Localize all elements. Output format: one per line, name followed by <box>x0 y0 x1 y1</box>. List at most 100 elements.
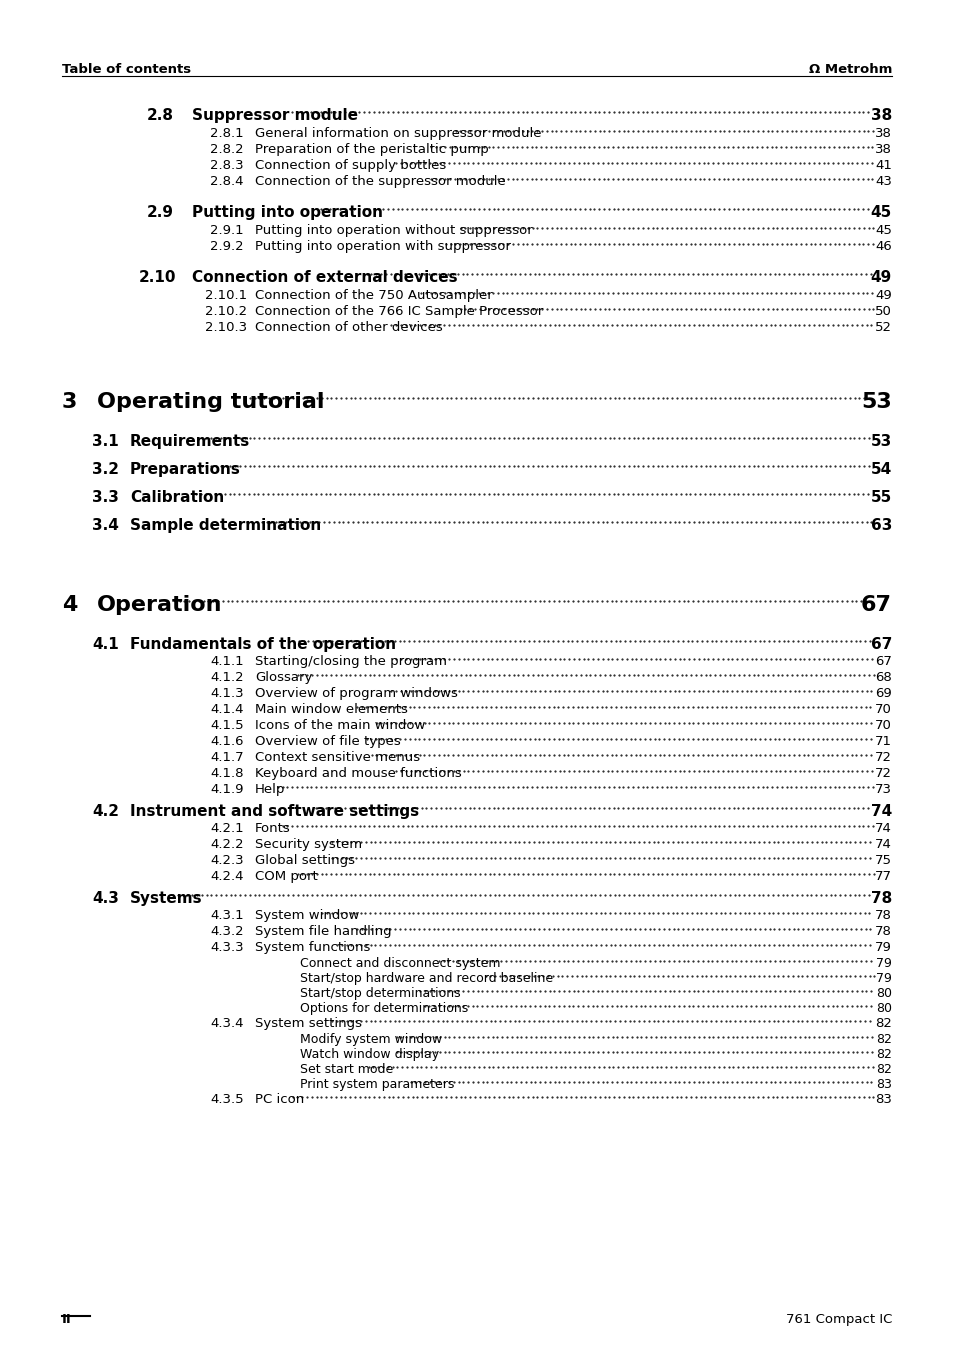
Text: 82: 82 <box>875 1048 891 1061</box>
Text: Connection of the 766 IC Sample Processor: Connection of the 766 IC Sample Processo… <box>254 305 542 317</box>
Text: 4.1.2: 4.1.2 <box>210 671 243 684</box>
Text: 54: 54 <box>870 462 891 477</box>
Text: 43: 43 <box>874 176 891 188</box>
Text: 2.9: 2.9 <box>147 205 173 220</box>
Text: Help: Help <box>254 784 285 796</box>
Text: 74: 74 <box>874 838 891 851</box>
Text: 50: 50 <box>874 305 891 317</box>
Text: 72: 72 <box>874 767 891 780</box>
Text: 38: 38 <box>874 143 891 157</box>
Text: 4.2.4: 4.2.4 <box>210 870 243 884</box>
Text: 3.4: 3.4 <box>91 517 119 534</box>
Text: 77: 77 <box>874 870 891 884</box>
Text: Start/stop determinations: Start/stop determinations <box>299 988 460 1000</box>
Text: Icons of the main window: Icons of the main window <box>254 719 425 732</box>
Text: Putting into operation with suppressor: Putting into operation with suppressor <box>254 240 511 253</box>
Text: 4.1.6: 4.1.6 <box>210 735 243 748</box>
Text: 79: 79 <box>875 973 891 985</box>
Text: 4.1.3: 4.1.3 <box>210 688 243 700</box>
Text: 79: 79 <box>875 957 891 970</box>
Text: 2.9.2: 2.9.2 <box>210 240 243 253</box>
Text: Security system: Security system <box>254 838 362 851</box>
Text: 49: 49 <box>874 289 891 303</box>
Text: Print system parameters: Print system parameters <box>299 1078 454 1092</box>
Text: 4.3.4: 4.3.4 <box>210 1017 243 1029</box>
Text: 2.10: 2.10 <box>139 270 176 285</box>
Text: 74: 74 <box>870 804 891 819</box>
Text: Modify system window: Modify system window <box>299 1034 441 1046</box>
Text: Connection of external devices: Connection of external devices <box>192 270 457 285</box>
Text: PC icon: PC icon <box>254 1093 304 1106</box>
Text: Connection of supply bottles: Connection of supply bottles <box>254 159 446 172</box>
Text: 80: 80 <box>875 988 891 1000</box>
Text: Start/stop hardware and record baseline: Start/stop hardware and record baseline <box>299 973 553 985</box>
Text: 2.8.2: 2.8.2 <box>210 143 243 157</box>
Text: 70: 70 <box>874 719 891 732</box>
Text: Overview of file types: Overview of file types <box>254 735 400 748</box>
Text: 38: 38 <box>870 108 891 123</box>
Text: Instrument and software settings: Instrument and software settings <box>130 804 418 819</box>
Text: 3.1: 3.1 <box>91 434 118 449</box>
Text: Operating tutorial: Operating tutorial <box>97 392 324 412</box>
Text: 4.2.3: 4.2.3 <box>210 854 243 867</box>
Text: 78: 78 <box>874 909 891 923</box>
Text: 38: 38 <box>874 127 891 141</box>
Text: 4.2: 4.2 <box>91 804 119 819</box>
Text: Overview of program windows: Overview of program windows <box>254 688 457 700</box>
Text: 4.1.8: 4.1.8 <box>210 767 243 780</box>
Text: System window: System window <box>254 909 359 923</box>
Text: Requirements: Requirements <box>130 434 250 449</box>
Text: 71: 71 <box>874 735 891 748</box>
Text: Watch window display: Watch window display <box>299 1048 438 1061</box>
Text: System functions: System functions <box>254 942 370 954</box>
Text: 72: 72 <box>874 751 891 765</box>
Text: 2.8.4: 2.8.4 <box>210 176 243 188</box>
Text: System file handling: System file handling <box>254 925 392 938</box>
Text: 82: 82 <box>875 1034 891 1046</box>
Text: Keyboard and mouse functions: Keyboard and mouse functions <box>254 767 461 780</box>
Text: 68: 68 <box>874 671 891 684</box>
Text: 2.9.1: 2.9.1 <box>210 224 243 236</box>
Text: 45: 45 <box>874 224 891 236</box>
Text: Context sensitive menus: Context sensitive menus <box>254 751 419 765</box>
Text: Connection of the 750 Autosampler: Connection of the 750 Autosampler <box>254 289 493 303</box>
Text: 67: 67 <box>870 638 891 653</box>
Text: Putting into operation: Putting into operation <box>192 205 382 220</box>
Text: 53: 53 <box>870 434 891 449</box>
Text: 3.3: 3.3 <box>91 490 119 505</box>
Text: COM port: COM port <box>254 870 317 884</box>
Text: 55: 55 <box>870 490 891 505</box>
Text: 2.8.3: 2.8.3 <box>210 159 243 172</box>
Text: 63: 63 <box>870 517 891 534</box>
Text: 4.2.1: 4.2.1 <box>210 821 243 835</box>
Text: 79: 79 <box>874 942 891 954</box>
Text: Table of contents: Table of contents <box>62 63 191 77</box>
Text: 3: 3 <box>62 392 77 412</box>
Text: 4.1.4: 4.1.4 <box>210 703 243 716</box>
Text: 69: 69 <box>874 688 891 700</box>
Text: 2.8: 2.8 <box>147 108 173 123</box>
Text: Fonts: Fonts <box>254 821 291 835</box>
Text: 761 Compact IC: 761 Compact IC <box>785 1313 891 1327</box>
Text: Suppressor module: Suppressor module <box>192 108 357 123</box>
Text: 82: 82 <box>875 1063 891 1077</box>
Text: 67: 67 <box>874 655 891 669</box>
Text: 4.3.1: 4.3.1 <box>210 909 243 923</box>
Text: 4.1: 4.1 <box>91 638 118 653</box>
Text: Preparations: Preparations <box>130 462 240 477</box>
Text: 49: 49 <box>870 270 891 285</box>
Text: Systems: Systems <box>130 892 202 907</box>
Text: General information on suppressor module: General information on suppressor module <box>254 127 541 141</box>
Text: 45: 45 <box>870 205 891 220</box>
Text: 67: 67 <box>861 594 891 615</box>
Text: 4: 4 <box>62 594 77 615</box>
Text: 2.8.1: 2.8.1 <box>210 127 243 141</box>
Text: 52: 52 <box>874 322 891 334</box>
Text: Sample determination: Sample determination <box>130 517 321 534</box>
Text: 3.2: 3.2 <box>91 462 119 477</box>
Text: 70: 70 <box>874 703 891 716</box>
Text: System settings: System settings <box>254 1017 361 1029</box>
Text: 75: 75 <box>874 854 891 867</box>
Text: Connect and disconnect system: Connect and disconnect system <box>299 957 500 970</box>
Text: Main window elements: Main window elements <box>254 703 408 716</box>
